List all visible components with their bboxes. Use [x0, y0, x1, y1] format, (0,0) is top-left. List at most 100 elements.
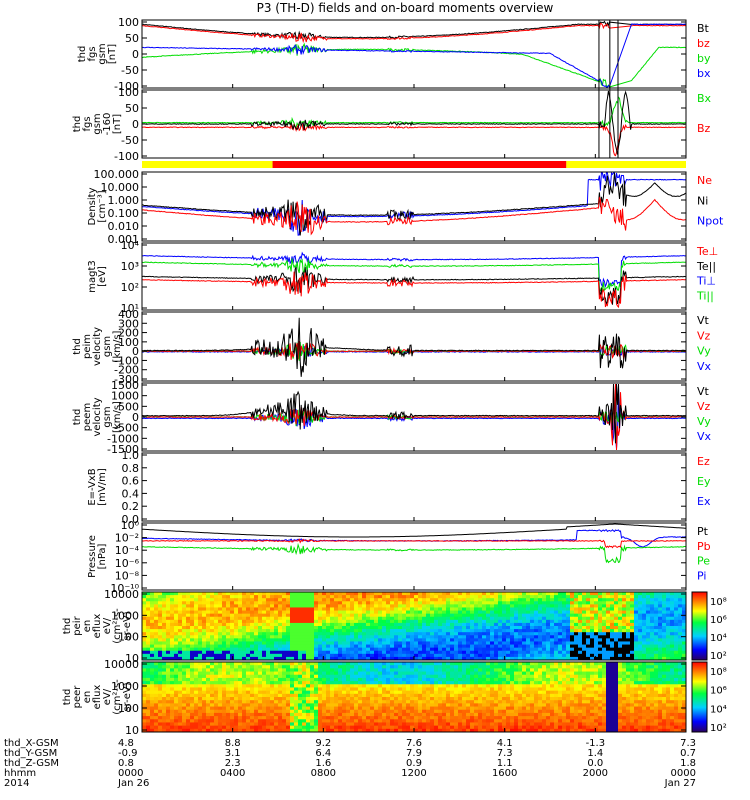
spectrogram-cell [422, 635, 427, 639]
spectrogram-cell [678, 607, 683, 612]
spectrogram-cell [674, 656, 679, 661]
spectrogram-cell [390, 674, 395, 679]
spectrogram-cell [622, 650, 627, 655]
spectrogram-cell [382, 674, 387, 679]
spectrogram-cell [182, 601, 187, 605]
spectrogram-cell [298, 677, 303, 682]
spectrogram-cell [262, 641, 267, 646]
spectrogram-cell [270, 690, 275, 695]
spectrogram-cell [578, 607, 583, 612]
y-label-line: E=-VxB [87, 468, 98, 505]
spectrogram-cell [266, 697, 271, 701]
spectrogram-cell [290, 616, 295, 621]
spectrogram-cell [234, 653, 239, 658]
spectrogram-cell [614, 604, 619, 608]
spectrogram-cell [426, 681, 431, 685]
spectrogram-cell [202, 641, 207, 646]
spectrogram-cell [262, 709, 267, 714]
spectrogram-cell [198, 693, 203, 698]
spectrogram-cell [550, 644, 555, 649]
spectrogram-cell [206, 613, 211, 618]
spectrogram-cell [290, 644, 295, 649]
spectrogram-cell [438, 684, 443, 688]
spectrogram-cell [190, 684, 195, 688]
spectrogram-cell [434, 668, 439, 673]
spectrogram-cell [170, 616, 175, 621]
spectrogram-cell [338, 644, 343, 649]
spectrogram-cell [242, 616, 247, 621]
spectrogram-cell [326, 616, 331, 621]
spectrogram-cell [254, 668, 259, 673]
spectrogram-cell [374, 595, 379, 599]
spectrogram-cell [518, 616, 523, 621]
spectrogram-cell [246, 641, 251, 646]
spectrogram-cell [334, 725, 339, 730]
spectrogram-cell [562, 635, 567, 639]
spectrogram-cell [242, 629, 247, 633]
spectrogram-cell [282, 644, 287, 649]
spectrogram-cell [426, 653, 431, 658]
spectrogram-cell [390, 610, 395, 615]
spectrogram-cell [350, 684, 355, 688]
spectrogram-cell [422, 665, 427, 669]
spectrogram-cell [374, 671, 379, 676]
spectrogram-cell [430, 687, 435, 692]
spectrogram-cell [422, 647, 427, 652]
spectrogram-cell [434, 700, 439, 704]
spectrogram-cell [274, 668, 279, 673]
spectrogram-cell [410, 598, 415, 602]
spectrogram-cell [318, 703, 323, 708]
spectrogram-cell [326, 635, 331, 639]
spectrogram-cell [206, 616, 211, 621]
spectrogram-cell [498, 632, 503, 636]
spectrogram-cell [226, 656, 231, 661]
spectrogram-cell [222, 684, 227, 688]
spectrogram-cell [458, 622, 463, 627]
spectrogram-cell [346, 604, 351, 608]
legend-entry: Vt [697, 314, 710, 327]
spectrogram-cell [406, 671, 411, 676]
spectrogram-cell [298, 722, 303, 727]
spectrogram-cell [226, 677, 231, 682]
spectrogram-cell [474, 619, 479, 624]
spectrogram-cell [250, 647, 255, 652]
spectrogram-cell [638, 644, 643, 649]
spectrogram-cell [630, 619, 635, 624]
spectrogram-cell [178, 709, 183, 714]
spectrogram-cell [294, 687, 299, 692]
spectrogram-cell [598, 604, 603, 608]
spectrogram-cell [210, 635, 215, 639]
spectrogram-cell [510, 638, 515, 642]
spectrogram-cell [178, 677, 183, 682]
spectrogram-cell [370, 693, 375, 698]
series-line-2 [141, 90, 687, 155]
spectrogram-cell [198, 613, 203, 618]
spectrogram-cell [150, 647, 155, 652]
spectrogram-cell [330, 641, 335, 646]
spectrogram-cell [250, 709, 255, 714]
spectrogram-cell [258, 592, 263, 596]
spectrogram-cell [318, 613, 323, 618]
spectrogram-cell [206, 598, 211, 602]
spectrogram-cell [146, 697, 151, 701]
spectrogram-cell [366, 703, 371, 708]
spectrogram-cell [622, 622, 627, 627]
spectrogram-cell [354, 677, 359, 682]
spectrogram-cell [382, 719, 387, 723]
spectrogram-cell [158, 716, 163, 720]
spectrogram-cell [246, 668, 251, 673]
spectrogram-cell [590, 629, 595, 633]
spectrogram-cell [390, 601, 395, 605]
spectrogram-cell [250, 595, 255, 599]
spectrogram-cell [374, 703, 379, 708]
spectrogram-cell [154, 610, 159, 615]
spectrogram-cell [678, 635, 683, 639]
figure-title: P3 (TH-D) fields and on-board moments ov… [257, 1, 554, 15]
spectrogram-cell [678, 632, 683, 636]
series-line-0 [142, 385, 687, 449]
spectrogram-cell [226, 601, 231, 605]
spectrogram-cell [470, 598, 475, 602]
spectrogram-cell [658, 613, 663, 618]
spectrogram-cell [382, 641, 387, 646]
spectrogram-cell [422, 728, 427, 733]
